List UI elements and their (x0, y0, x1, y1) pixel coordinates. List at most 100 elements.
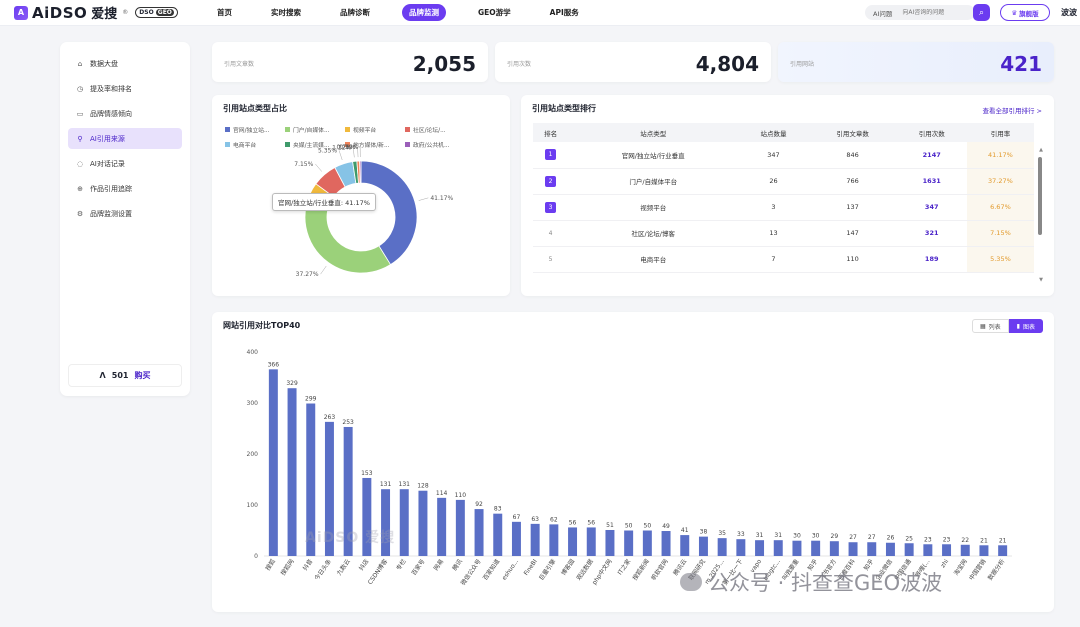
bar[interactable] (960, 544, 970, 556)
nav-item[interactable]: 首页 (217, 8, 232, 17)
chart-view-toggle[interactable]: ▮ 图表 (1008, 319, 1043, 333)
search-input[interactable] (902, 9, 963, 16)
bar[interactable] (792, 540, 802, 556)
bar[interactable] (306, 403, 316, 556)
logo[interactable]: A AiDSO 爱搜 ® DSO GEO (14, 3, 178, 22)
bar[interactable] (942, 544, 952, 556)
bar[interactable] (605, 529, 615, 556)
bar[interactable] (287, 388, 297, 556)
sidebar-item[interactable]: ⚙ 品牌监测设置 (68, 203, 182, 224)
sidebar-item[interactable]: ◌ AI对话记录 (68, 153, 182, 174)
bar-value-label: 263 (324, 414, 336, 421)
bar[interactable] (979, 545, 989, 556)
buy-button[interactable]: 购买 (134, 371, 151, 380)
table-row[interactable]: 2 门户/自媒体平台 26 766 1631 37.27% (533, 168, 1034, 195)
table-row[interactable]: 5 电商平台 7 110 189 5.35% (533, 246, 1034, 273)
sidebar-item[interactable]: ◷ 提及率和排名 (68, 78, 182, 99)
gear-icon: ⚙ (76, 209, 84, 218)
bar[interactable] (642, 530, 652, 557)
bar[interactable] (829, 541, 839, 556)
pie-slice-label: 0.39% (339, 144, 358, 151)
bar[interactable] (549, 524, 559, 556)
bar[interactable] (885, 542, 895, 556)
legend-entry[interactable]: 门户/自媒体... (285, 125, 337, 134)
ranking-table: 排名 站点类型 站点数量 引用文章数 引用次数 引用率 1 官网/独立站/行业垂直 347 84… (533, 123, 1034, 273)
article-count-cell-text: 137 (846, 203, 859, 211)
legend-entry[interactable]: 视频平台 (345, 125, 397, 134)
site-count-cell: 3 (738, 194, 809, 221)
bar[interactable] (362, 477, 372, 556)
pie-slice[interactable] (360, 160, 418, 266)
scroll-up-icon[interactable]: ▲ (1039, 147, 1043, 153)
bar[interactable] (904, 543, 914, 556)
pie-slice[interactable] (359, 160, 362, 184)
table-scrollbar[interactable] (1038, 157, 1042, 235)
bar[interactable] (343, 426, 353, 556)
bar[interactable] (811, 540, 821, 556)
pie-slice[interactable] (304, 204, 392, 274)
bar[interactable] (923, 544, 933, 556)
nav-item[interactable]: 实时搜索 (271, 8, 301, 17)
table-header: 排名 (533, 123, 569, 142)
sidebar-item[interactable]: ⊕ 作品引用追踪 (68, 178, 182, 199)
bar[interactable] (998, 545, 1008, 556)
flagship-button[interactable]: ♛ 旗舰版 (1000, 4, 1050, 21)
site-count-cell-text: 7 (771, 255, 776, 263)
bar[interactable] (736, 539, 746, 556)
site-count-cell-text: 26 (769, 177, 778, 185)
scroll-down-icon[interactable]: ▼ (1039, 277, 1043, 283)
bar[interactable] (848, 542, 858, 556)
bar[interactable] (698, 536, 708, 556)
bar[interactable] (867, 542, 877, 556)
bar[interactable] (773, 540, 783, 556)
bar-value-label: 114 (436, 490, 448, 497)
bar[interactable] (493, 513, 503, 556)
legend-entry[interactable]: 官网/独立站... (225, 125, 277, 134)
bar[interactable] (661, 531, 671, 556)
bar[interactable] (474, 509, 484, 556)
bar[interactable] (418, 490, 428, 556)
bar-value-label: 50 (625, 523, 633, 530)
bar[interactable] (268, 369, 278, 556)
nav-item[interactable]: API服务 (549, 8, 579, 17)
legend-entry[interactable]: 地方媒体/新... (345, 140, 397, 149)
bar[interactable] (530, 523, 540, 556)
search-label[interactable]: AI问题 (873, 9, 893, 18)
bar[interactable] (586, 527, 596, 556)
stat-label: 引用文章数 (224, 61, 255, 68)
list-view-toggle[interactable]: ▦ 列表 (971, 319, 1009, 333)
bar[interactable] (455, 499, 465, 556)
sidebar-item[interactable]: ⚲ AI引用来源 (68, 128, 182, 149)
sidebar-item-label: 品牌情感倾向 (90, 109, 132, 118)
sidebar-item-label: 提及率和排名 (90, 84, 132, 93)
legend-entry[interactable]: 政府/公共机... (405, 140, 457, 149)
bar[interactable] (437, 497, 447, 556)
search-button[interactable]: ⌕ (973, 4, 990, 21)
sidebar-item[interactable]: ⌂ 数据大盘 (68, 53, 182, 74)
article-count-cell: 147 (808, 220, 897, 247)
user-name[interactable]: 波波 (1061, 8, 1077, 17)
legend-entry[interactable]: 央媒/主流媒... (285, 140, 337, 149)
table-row[interactable]: 1 官网/独立站/行业垂直 347 846 2147 41.17% (533, 142, 1034, 169)
bar[interactable] (624, 530, 634, 557)
bar[interactable] (568, 527, 578, 556)
nav-item[interactable]: 品牌诊断 (340, 8, 370, 17)
sidebar-item[interactable]: ▭ 品牌情感倾向 (68, 103, 182, 124)
nav-item[interactable]: GEO游学 (478, 8, 511, 17)
bar[interactable] (399, 489, 409, 556)
bar[interactable] (755, 540, 765, 556)
legend-entry[interactable]: 电商平台 (225, 140, 277, 149)
nav-item[interactable]: 品牌监测 (402, 4, 446, 21)
bar[interactable] (511, 521, 521, 556)
view-all-ranking-link[interactable]: 查看全部引用排行 > (982, 107, 1042, 115)
table-row[interactable]: 4 社区/论坛/博客 13 147 321 7.15% (533, 220, 1034, 247)
pie-legend: 官网/独立站... 门户/自媒体... 视频平台 社区/论坛/... 电商平台 央媒/主流… (225, 125, 495, 149)
card-title: 引用站点类型占比 (223, 104, 287, 113)
pie-label-line (338, 150, 343, 161)
table-row[interactable]: 3 视频平台 3 137 347 6.67% (533, 194, 1034, 221)
bar[interactable] (717, 538, 727, 556)
bar[interactable] (381, 489, 391, 556)
bar[interactable] (324, 421, 334, 556)
bar[interactable] (680, 535, 690, 556)
legend-entry[interactable]: 社区/论坛/... (405, 125, 457, 134)
